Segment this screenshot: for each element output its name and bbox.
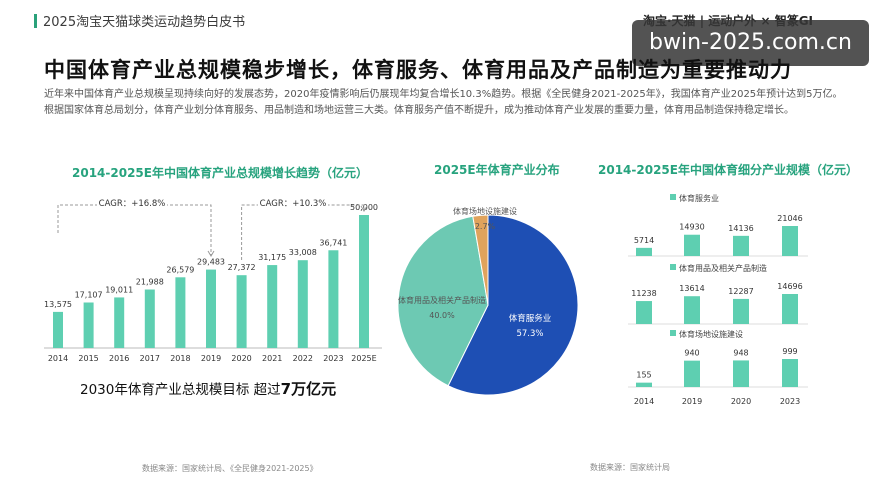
chart3-bar [733,360,749,387]
chart3-value-label: 12287 [728,287,753,296]
chart3-value-label: 14136 [728,224,753,233]
chart1-cagr-bg [258,196,328,210]
chart1-value-label: 36,741 [319,238,347,247]
chart1-bar [114,297,125,348]
chart1-tick-label: 2022 [293,354,313,363]
chart3-legend-swatch [670,194,676,200]
chart1-value-label: 50,000 [350,203,378,212]
chart3-value-label: 999 [782,347,797,356]
chart1-tick-label: 2025E [351,354,376,363]
chart1-tick-label: 2017 [140,354,160,363]
target-prefix: 2030年体育产业总规模目标 超过 [80,382,281,398]
pie-value-venue: 2.7% [475,222,496,231]
chart3-value-label: 14930 [679,223,704,232]
chart3-legend-swatch [670,264,676,270]
pie-label-venue: 体育场地设施建设 [453,206,517,216]
chart3-title: 2014-2025E年中国体育细分产业规模（亿元） [598,163,858,177]
chart3-tick-label: 2014 [634,397,654,406]
chart1-tick-label: 2021 [262,354,282,363]
chart3-bar [636,301,652,324]
chart1-bar [53,311,63,348]
chart3-value-label: 21046 [777,214,802,223]
chart3-value-label: 11238 [631,289,656,298]
page-description: 近年来中国体育产业总规模呈现持续向好的发展态势，2020年疫情影响后仍展现年均复… [44,89,843,116]
target-value: 7万亿元 [280,380,337,398]
chart1-tick-label: 2015 [78,354,98,363]
page-title: 中国体育产业总规模稳步增长，体育服务、体育用品及产品制造为重要推动力 [44,58,792,82]
chart1-value-label: 17,107 [75,290,103,299]
chart1-tick-label: 2014 [48,354,68,363]
header-title: 2025淘宝天猫球类运动趋势白皮书 [43,15,246,30]
chart3-tick-label: 2019 [682,397,702,406]
chart1-value-label: 29,483 [197,258,225,267]
pie-label-service: 体育服务业 [509,313,552,324]
pie-value-goods: 40.0% [429,311,455,320]
chart1-bar [83,302,94,348]
chart3-bar [636,247,652,256]
chart1-cagr-bg [97,196,167,210]
chart3-bar [782,226,798,256]
chart1-bar [236,275,247,348]
watermark-banner: bwin-2025.com.cn [632,20,869,66]
chart3-bar [733,235,749,256]
chart1-bar [297,260,308,348]
chart1-bar [328,250,339,348]
chart3-legend-label: 体育用品及相关产品制造 [679,263,767,273]
chart3-value-label: 155 [636,371,651,380]
chart1-tick-label: 2019 [201,354,221,363]
chart1-bar [175,277,186,348]
chart1-cagr-arrow [360,205,368,212]
chart3-bar [684,234,700,256]
chart1-value-label: 13,575 [44,300,72,309]
chart3-legend-label: 体育场地设施建设 [679,329,743,339]
chart1-tick-label: 2018 [170,354,190,363]
chart1-tick-label: 2023 [323,354,343,363]
pie-slice [472,214,489,306]
chart3-bar [782,359,798,387]
chart1-bar [144,289,155,348]
chart3-tick-label: 2020 [731,397,751,406]
chart3-value-label: 5714 [634,236,654,245]
chart3-bar [684,296,700,324]
chart1-cagr-arrow [207,250,215,257]
chart1-cagr-label: CAGR：+10.3% [260,199,327,209]
chart1-value-label: 26,579 [166,265,194,274]
chart1-bar [359,215,369,348]
source-left: 数据来源：国家统计局、《全民健身2021-2025》 [142,464,318,473]
chart1-bar [267,265,278,348]
chart3-legend-label: 体育服务业 [679,193,719,203]
pie-slice [447,214,579,396]
chart1-cagr-bracket [57,204,212,255]
chart3-value-label: 13614 [679,284,704,293]
chart3-tick-label: 2023 [780,397,800,406]
chart3-bar [684,360,700,387]
pie-label-goods: 体育用品及相关产品制造 [398,295,486,305]
source-right: 数据来源：国家统计局 [590,463,670,472]
header-accent [34,14,37,28]
chart3-bar [636,382,652,387]
pie-slice [397,215,489,387]
chart3-bar [782,294,798,324]
chart1-bar [206,269,216,348]
pie-value-service: 57.3% [516,329,543,339]
chart1-tick-label: 2020 [231,354,251,363]
chart3-value-label: 948 [733,348,748,357]
chart1-tick-label: 2016 [109,354,129,363]
chart1-value-label: 21,988 [136,278,164,287]
chart1-value-label: 31,175 [258,253,286,262]
chart3-value-label: 14696 [777,282,802,291]
chart3-value-label: 940 [684,349,699,358]
chart1-value-label: 27,372 [228,263,256,272]
chart1-title: 2014-2025E年中国体育产业总规模增长趋势（亿元） [72,166,368,180]
chart2-title: 2025E年体育产业分布 [434,163,560,177]
chart3-legend-swatch [670,330,676,336]
target-statement: 2030年体育产业总规模目标 超过7万亿元 [80,378,336,399]
chart1-cagr-label: CAGR：+16.8% [99,199,166,209]
chart1-value-label: 19,011 [105,285,133,294]
chart3-bar [733,298,749,324]
chart1-value-label: 33,008 [289,248,317,257]
